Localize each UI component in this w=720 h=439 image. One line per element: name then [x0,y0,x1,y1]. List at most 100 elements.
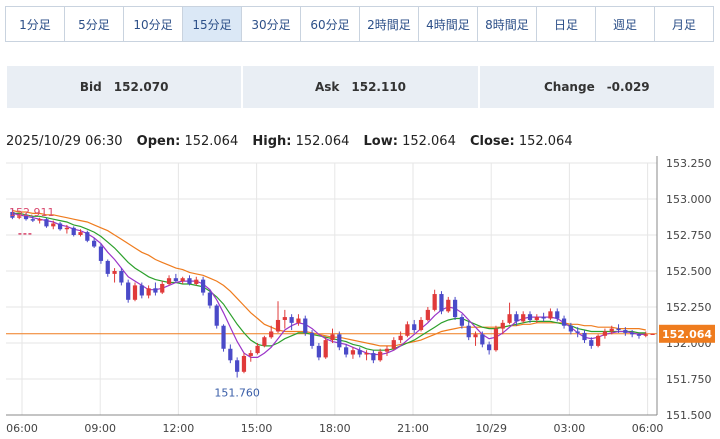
candle-body [418,319,424,331]
candle-body [296,318,301,323]
candle-body [85,232,90,241]
candle-body [378,351,383,361]
candlestick-chart[interactable]: 153.250 153.000 152.750 152.500 152.250 152.0… [0,150,720,439]
candle-body [541,317,546,319]
candle-body [589,340,594,346]
x-tick-label: 03:00 [554,422,586,435]
candle-body [623,330,628,333]
candle-body [446,299,451,312]
candle-body [78,232,83,235]
tab-timeframe[interactable]: 月足 [655,7,713,41]
high-label: High: [252,134,292,149]
candle-body [309,332,315,346]
candle-body [330,334,335,341]
candle-body [452,299,458,318]
candle-body [616,328,621,331]
tab-timeframe[interactable]: 4時間足 [419,7,478,41]
candle-body [480,334,485,345]
candle-body [173,278,178,282]
candle-body [126,282,131,300]
candle-body [555,311,560,319]
x-tick-label: 06:00 [632,422,664,435]
tab-timeframe[interactable]: 60分足 [301,7,360,41]
ma-mid-line [12,212,646,351]
tab-timeframe[interactable]: 30分足 [242,7,301,41]
timeframe-tabs: 1分足 5分足 10分足 15分足 30分足 60分足 2時間足 4時間足 8時間足 日足 週足 月足 [5,6,714,42]
tab-timeframe[interactable]: 5分足 [65,7,124,41]
candle-body [132,285,138,300]
candle-body [10,211,15,218]
candle-body [595,335,601,346]
candle-body [37,219,42,221]
candle-body [487,344,492,351]
change-cell: Change -0.029 [480,66,714,108]
candle-body [51,223,56,227]
candle-body [561,318,567,326]
candle-body [344,347,349,355]
candle-body [166,278,172,284]
candle-body [255,345,260,354]
x-tick-label: 18:00 [319,422,351,435]
candle-body [405,324,410,336]
candle-body [92,240,97,247]
x-tick-label: 21:00 [397,422,429,435]
y-tick-label: 153.250 [666,157,712,170]
tab-timeframe[interactable]: 週足 [596,7,655,41]
candle-body [500,322,505,329]
candle-body [582,332,587,341]
candle-body [241,355,247,372]
candle-body [350,350,356,355]
last-price-tag [659,324,715,343]
candle-body [282,317,287,320]
y-tick-label: 152.500 [666,265,712,278]
candle-body [527,314,533,320]
candle-body [425,309,430,320]
last-price-label: 152.064 [662,328,712,341]
high-value: 152.064 [295,134,350,149]
candle-body [636,334,642,336]
candle-body [493,328,499,351]
tab-timeframe[interactable]: 日足 [537,7,596,41]
candle-body [139,285,144,296]
low-annotation: 151.760 [214,387,260,400]
candle-body [112,271,117,274]
x-tick-label: 09:00 [84,422,116,435]
candle-body [214,305,219,326]
y-tick-label: 152.750 [666,229,712,242]
y-tick-label: 153.000 [666,193,712,206]
candle-body [228,348,233,361]
tab-timeframe[interactable]: 15分足 [183,7,242,41]
candle-body [262,337,267,346]
tab-timeframe[interactable]: 1分足 [6,7,65,41]
candle-body [187,278,192,284]
candle-body [609,328,614,332]
tab-timeframe[interactable]: 2時間足 [360,7,419,41]
candle-body [466,325,471,338]
candle-body [17,216,22,218]
candle-body [602,331,608,336]
y-tick-label: 152.250 [666,301,712,314]
candle-body [248,353,253,356]
candle-body [269,331,274,338]
candle-body [30,219,35,221]
ohlc-readout: 2025/10/29 06:30 Open: 152.064 High: 152… [6,134,573,149]
candle-body [364,353,369,355]
tab-timeframe[interactable]: 10分足 [124,7,183,41]
candle-body [384,348,390,352]
candle-body [439,294,444,312]
open-value: 152.064 [184,134,239,149]
low-value: 152.064 [402,134,456,149]
candle-body [534,317,539,320]
x-tick-label: 12:00 [163,422,195,435]
tab-timeframe[interactable]: 8時間足 [478,7,537,41]
candle-body [71,227,76,235]
open-label: Open: [136,134,181,149]
ask-value: 152.110 [351,80,407,94]
bid-label: Bid [79,80,102,94]
candle-body [398,335,403,341]
candle-body [473,334,478,338]
ask-cell: Ask 152.110 [243,66,480,108]
candle-body [507,314,512,323]
high-annotation: 152.911 [9,206,55,219]
candle-body [337,334,342,348]
